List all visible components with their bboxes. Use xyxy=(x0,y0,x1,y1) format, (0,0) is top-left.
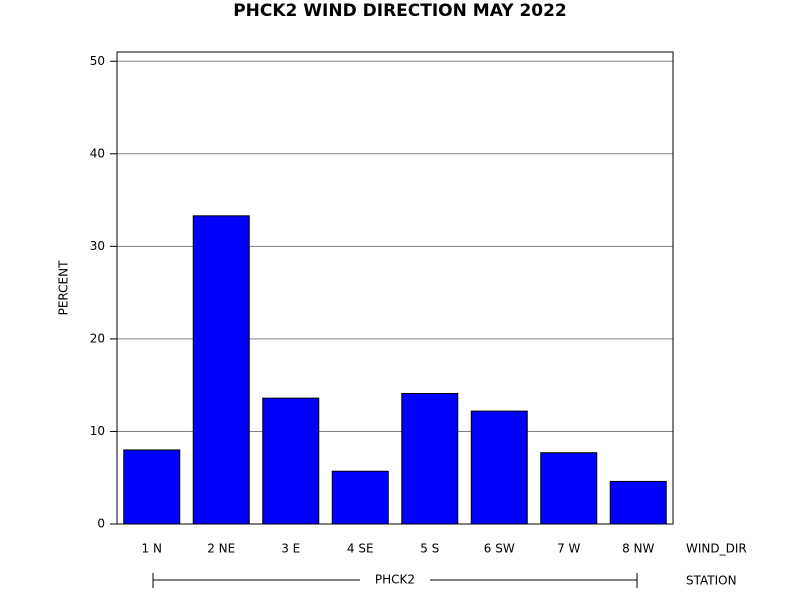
y-tick-label: 40 xyxy=(90,146,105,160)
bar xyxy=(262,397,320,525)
y-axis-label: PERCENT xyxy=(57,260,71,315)
y-tick-label: 20 xyxy=(90,331,105,345)
x-tick-label: 6 SW xyxy=(484,542,515,556)
bar xyxy=(540,452,598,525)
y-tick-label: 10 xyxy=(90,424,105,438)
group-label: PHCK2 xyxy=(375,573,415,587)
bar xyxy=(192,215,250,525)
bar xyxy=(609,480,667,525)
x-tick-label: 5 S xyxy=(420,542,439,556)
x-tick-label: 2 NE xyxy=(207,542,235,556)
bar xyxy=(401,393,459,525)
x-tick-label: 8 NW xyxy=(622,542,654,556)
chart-title: PHCK2 WIND DIRECTION MAY 2022 xyxy=(233,1,567,21)
x-tick-label: 4 SE xyxy=(347,542,374,556)
y-tick-label: 0 xyxy=(97,517,105,531)
bar xyxy=(331,470,389,525)
x-tick-label: 3 E xyxy=(281,542,300,556)
y-tick-label: 50 xyxy=(90,54,105,68)
y-tick-label: 30 xyxy=(90,239,105,253)
bar xyxy=(123,449,181,525)
x-tick-label: 1 N xyxy=(142,542,162,556)
group-axis-label: STATION xyxy=(686,574,737,588)
x-axis-label: WIND_DIR xyxy=(686,542,747,556)
plot-frame xyxy=(116,51,674,525)
x-tick-label: 7 W xyxy=(557,542,580,556)
bar xyxy=(470,410,528,525)
